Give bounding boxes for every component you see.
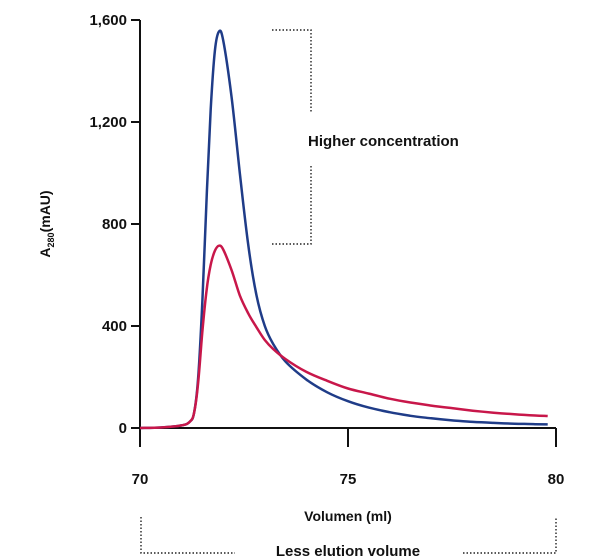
y-ticks: 0 400 800 1,200 1,600 xyxy=(89,12,140,437)
concentration-bracket-bottom xyxy=(272,166,312,245)
concentration-bracket-top xyxy=(272,29,312,112)
y-tick-label: 1,600 xyxy=(89,12,127,29)
x-tick-label: 75 xyxy=(340,471,357,488)
y-axis-title-unit: (mAU) xyxy=(37,190,53,232)
y-tick-label: 0 xyxy=(119,420,127,437)
series-group xyxy=(139,29,548,430)
x-tick-label: 80 xyxy=(548,471,565,488)
series-line-2 xyxy=(139,244,548,430)
y-axis-title-main: A xyxy=(37,247,53,257)
y-axis-title-subscript: 280 xyxy=(46,232,56,247)
elution-bracket-left xyxy=(140,517,235,554)
y-tick-label: 1,200 xyxy=(89,114,127,131)
y-tick-label: 400 xyxy=(102,318,127,335)
x-tick-label: 70 xyxy=(132,471,149,488)
series-line-1 xyxy=(139,29,548,430)
y-tick-label: 800 xyxy=(102,216,127,233)
y-axis-title: A280(mAU) xyxy=(37,190,56,257)
x-ticks: 70 75 80 xyxy=(132,428,565,488)
less-elution-volume-label: Less elution volume xyxy=(276,543,420,559)
x-axis-title: Volumen (ml) xyxy=(304,508,392,524)
higher-concentration-label: Higher concentration xyxy=(308,133,459,150)
elution-bracket-right xyxy=(463,517,557,554)
